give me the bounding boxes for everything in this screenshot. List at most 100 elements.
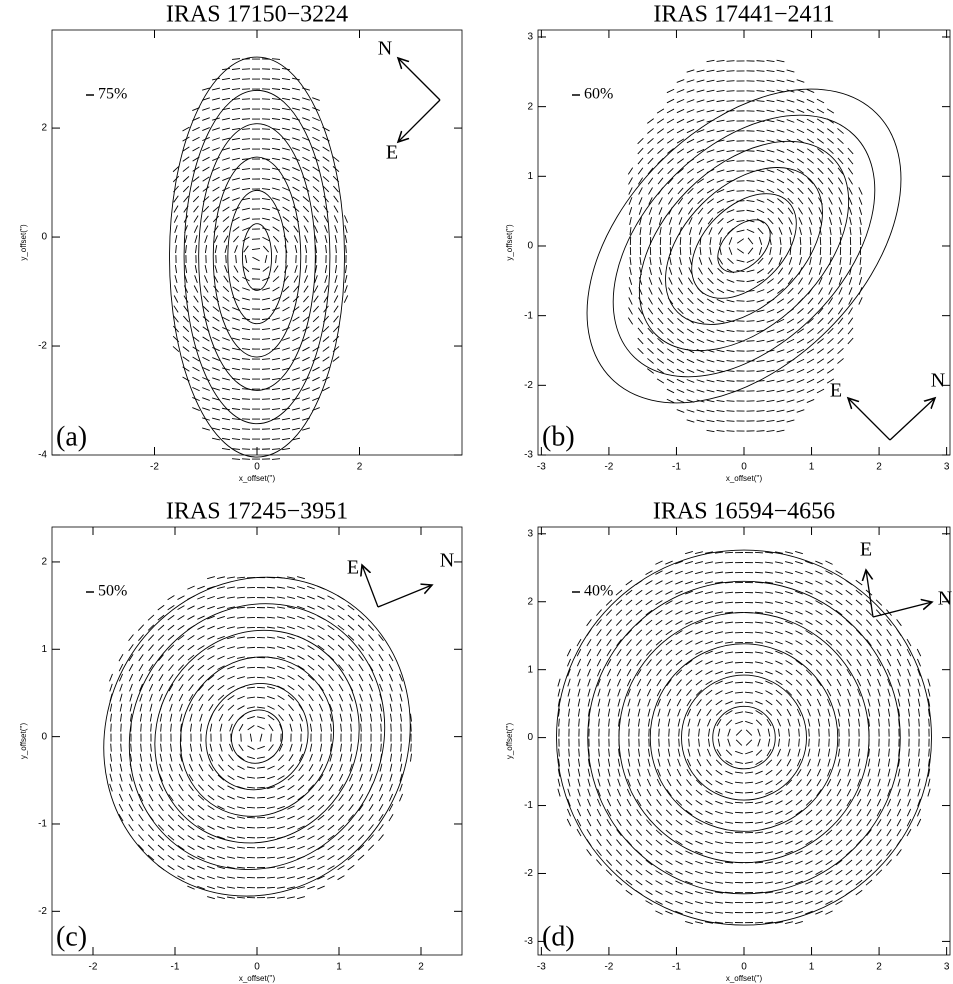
- vector: [207, 636, 214, 639]
- vector: [765, 651, 773, 653]
- vector: [242, 99, 250, 100]
- vector: [328, 665, 333, 671]
- vector: [348, 865, 354, 870]
- vector: [323, 326, 329, 332]
- vector: [727, 71, 735, 72]
- vector: [727, 340, 735, 341]
- vector: [290, 744, 292, 752]
- vector: [389, 664, 393, 671]
- vector: [757, 401, 765, 402]
- vector: [815, 581, 822, 584]
- vector: [767, 420, 775, 421]
- vector: [307, 586, 315, 589]
- vector: [158, 835, 164, 841]
- vector: [339, 784, 343, 791]
- vector: [328, 825, 334, 830]
- vector: [232, 138, 240, 139]
- vector: [568, 679, 570, 687]
- vector: [685, 911, 693, 913]
- vector: [265, 255, 267, 263]
- vector: [317, 606, 324, 610]
- vector: [628, 749, 629, 757]
- vector: [298, 665, 305, 669]
- vector: [705, 641, 713, 644]
- vector: [878, 779, 881, 787]
- vector: [817, 359, 824, 363]
- vector: [727, 401, 735, 402]
- vector: [267, 617, 275, 618]
- vector: [866, 860, 872, 866]
- vector: [138, 845, 144, 851]
- vector: [659, 287, 663, 294]
- vector: [193, 177, 199, 182]
- vector: [796, 831, 803, 835]
- vector: [695, 611, 703, 614]
- vector: [349, 694, 352, 701]
- vector: [205, 245, 206, 253]
- vector: [707, 390, 715, 392]
- vector: [820, 247, 821, 255]
- vector: [189, 704, 192, 711]
- vector: [237, 677, 245, 679]
- vector: [120, 684, 123, 692]
- vector: [338, 645, 344, 650]
- vector: [836, 630, 842, 635]
- vector: [715, 651, 723, 653]
- vector: [686, 790, 692, 796]
- vector: [676, 680, 681, 686]
- vector: [174, 215, 177, 222]
- vector: [197, 606, 204, 609]
- vector: [705, 671, 712, 675]
- vector: [787, 188, 793, 193]
- vector: [369, 804, 373, 811]
- vector: [227, 656, 235, 659]
- vector: [345, 275, 347, 283]
- vector: [727, 280, 734, 283]
- x-tick-label: 0: [741, 462, 747, 473]
- vector: [659, 197, 663, 204]
- vector: [698, 208, 703, 214]
- vector: [616, 620, 621, 626]
- vector: [745, 751, 753, 754]
- vector: [705, 882, 713, 884]
- y-tick-label: 2: [527, 596, 533, 607]
- vector: [718, 739, 720, 747]
- vector: [867, 669, 871, 676]
- vector: [838, 178, 842, 185]
- vector: [212, 438, 220, 440]
- vector: [729, 237, 732, 245]
- compass-label: E: [860, 539, 872, 561]
- vector: [897, 819, 901, 826]
- vector: [578, 709, 579, 717]
- vector-field: [558, 551, 930, 923]
- vector: [887, 829, 891, 836]
- vector: [340, 744, 341, 752]
- vector: [686, 831, 693, 835]
- vector: [174, 296, 178, 303]
- vector: [297, 846, 304, 849]
- vector: [379, 824, 384, 830]
- vector: [679, 739, 680, 747]
- vector: [319, 694, 323, 701]
- vector: [788, 208, 793, 214]
- vector: [229, 714, 234, 720]
- vector: [242, 169, 250, 170]
- vector: [267, 667, 275, 669]
- vector: [360, 714, 361, 722]
- vector: [646, 850, 652, 855]
- vector: [178, 795, 183, 801]
- vector: [755, 902, 763, 903]
- vector: [755, 792, 763, 794]
- vector: [247, 647, 255, 648]
- vector: [818, 288, 822, 295]
- vector: [669, 267, 672, 275]
- vector: [599, 749, 600, 757]
- vector: [262, 298, 270, 300]
- vector: [707, 70, 715, 72]
- vector: [856, 830, 861, 836]
- vector: [186, 245, 187, 253]
- vector: [727, 421, 735, 422]
- vector: [776, 780, 782, 785]
- vector: [767, 390, 775, 391]
- vector: [836, 600, 843, 605]
